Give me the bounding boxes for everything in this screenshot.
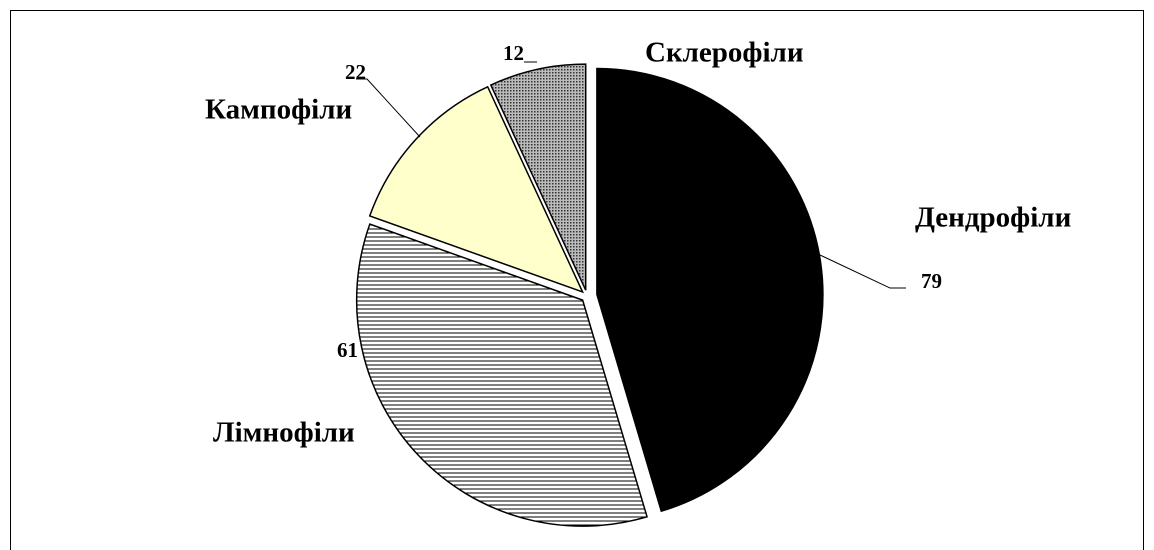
pie-slice <box>489 63 587 291</box>
value-label: 12 <box>503 41 524 65</box>
leader-line <box>356 78 421 138</box>
value-label: 79 <box>921 269 942 293</box>
slice-label: Склерофіли <box>645 37 804 69</box>
pie-slice <box>355 223 648 527</box>
slice-label: Лімнофіли <box>213 417 355 449</box>
value-label: 22 <box>345 60 366 84</box>
leader-line <box>819 254 906 289</box>
pie-slice <box>368 85 585 294</box>
pie-slice <box>596 67 824 513</box>
frame <box>10 10 1144 550</box>
value-label: 61 <box>337 338 358 362</box>
slice-label: Кампофіли <box>205 94 352 126</box>
slice-label: Дендрофіли <box>915 202 1071 234</box>
